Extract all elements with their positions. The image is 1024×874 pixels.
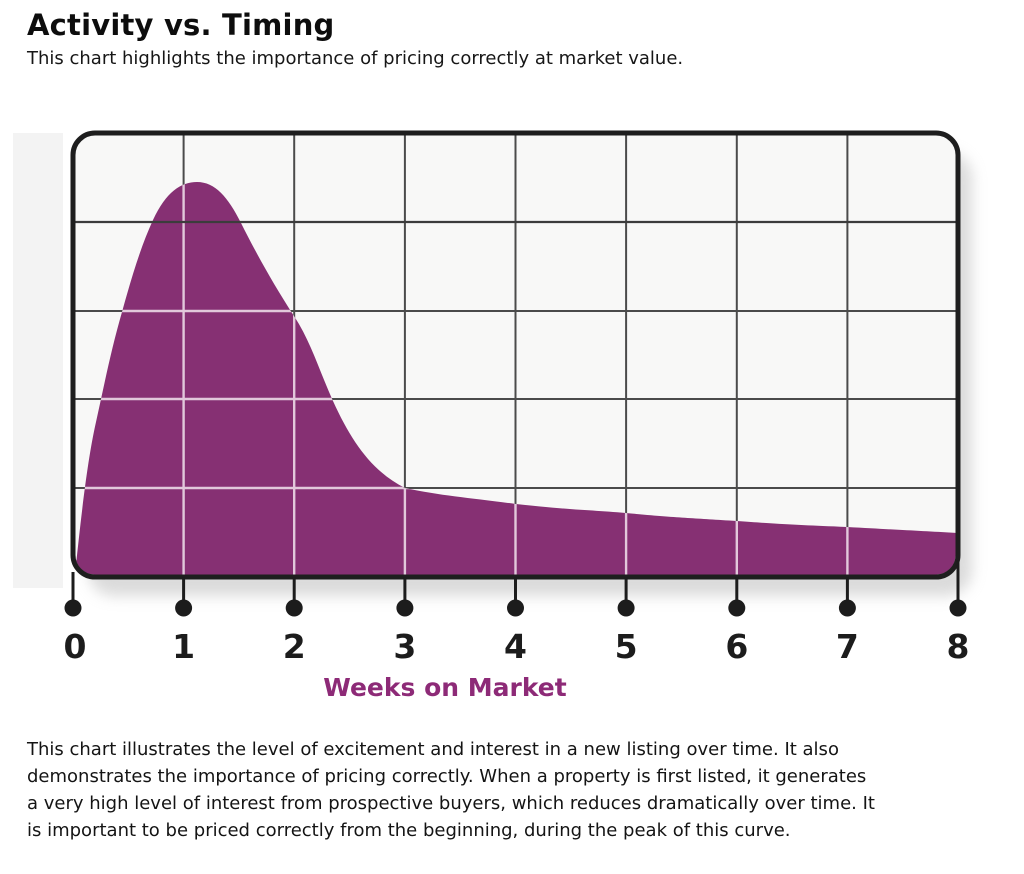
header: Activity vs. Timing This chart highlight… <box>27 8 997 70</box>
caption-line: demonstrates the importance of pricing c… <box>27 766 867 787</box>
page-title: Activity vs. Timing <box>27 8 335 42</box>
x-axis-label: Weeks on Market <box>323 673 566 702</box>
tick-label-1: 1 <box>172 627 195 666</box>
tick-label-7: 7 <box>836 627 859 666</box>
tick-label-5: 5 <box>615 627 638 666</box>
tick-label-0: 0 <box>64 627 87 666</box>
tick-label-6: 6 <box>725 627 748 666</box>
caption-line: a very high level of interest from prosp… <box>27 793 875 814</box>
tick-label-8: 8 <box>947 627 970 666</box>
tick-label-2: 2 <box>283 627 306 666</box>
caption-line: is important to be priced correctly from… <box>27 820 791 841</box>
chart-description: This chart illustrates the level of exci… <box>27 736 977 844</box>
tick-label-3: 3 <box>393 627 416 666</box>
chart-left-backdrop <box>13 133 63 588</box>
page-subtitle: This chart highlights the importance of … <box>27 48 684 69</box>
chart-svg: 0 1 2 3 4 5 6 7 8 Weeks on Market Activi… <box>17 130 972 702</box>
x-axis-tick-dots <box>64 599 967 617</box>
x-axis-tick-labels: 0 1 2 3 4 5 6 7 8 <box>64 627 970 666</box>
caption-line: This chart illustrates the level of exci… <box>27 739 839 760</box>
activity-timing-chart: 0 1 2 3 4 5 6 7 8 Weeks on Market Activi… <box>0 110 1024 710</box>
tick-label-4: 4 <box>504 627 527 666</box>
